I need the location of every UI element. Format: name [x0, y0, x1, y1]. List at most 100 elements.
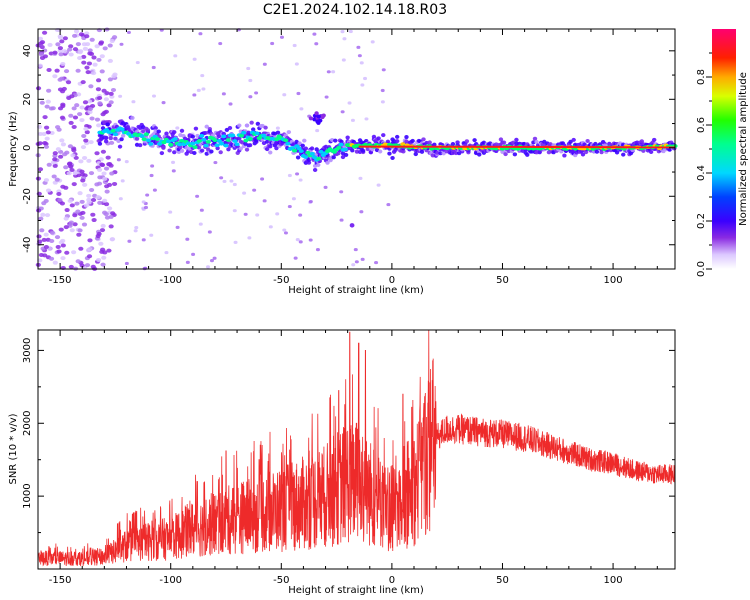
spectrogram-noise-cell — [59, 39, 65, 44]
spectrogram-y-tick-label: -40 — [22, 237, 33, 253]
spectrogram-noise-cell — [312, 32, 317, 36]
spectrogram-noise-cell — [43, 141, 49, 146]
spectrogram-noise-cell — [75, 209, 81, 214]
spectrogram-x-tick-label: -150 — [49, 275, 72, 286]
spectrogram-noise-cell — [90, 198, 97, 203]
spectrogram-noise-cell — [85, 248, 92, 253]
spectrogram-noise-cell — [52, 260, 58, 265]
spectrogram-noise-cell — [191, 252, 196, 256]
spectrogram-noise-cell — [58, 240, 64, 245]
spectrogram-noise-cell — [96, 57, 102, 62]
spectrogram-ridge-core — [296, 146, 302, 151]
spectrogram-noise-cell — [232, 209, 237, 213]
spectrogram-noise-cell — [386, 202, 391, 207]
spectrogram-ridge-cell — [410, 138, 415, 143]
spectrogram-ridge-cell — [268, 144, 273, 149]
spectrogram-noise-cell — [54, 177, 60, 182]
spectrogram-noise-cell — [77, 191, 83, 196]
spectrogram-ridge-core — [232, 139, 238, 143]
spectrogram-noise-cell — [97, 101, 103, 106]
spectrogram-noise-cell — [339, 190, 344, 194]
spectrogram-noise-cell — [58, 154, 64, 159]
spectrogram-ridge-core — [179, 138, 185, 143]
spectrogram-noise-cell — [107, 206, 113, 211]
spectrogram-noise-cell — [100, 149, 107, 154]
spectrogram-noise-cell — [100, 112, 106, 117]
spectrogram-noise-cell — [92, 62, 98, 67]
spectrogram-noise-cell — [314, 42, 319, 46]
spectrogram-noise-cell — [376, 183, 381, 187]
spectrogram-ridge-cell — [599, 150, 604, 155]
spectrogram-noise-cell — [79, 263, 85, 268]
spectrogram-ridge-cell — [156, 129, 161, 134]
snr-y-tick-label: 2000 — [22, 411, 33, 436]
spectrogram-ridge-cell — [100, 126, 106, 131]
spectrogram-noise-cell — [95, 87, 102, 92]
spectrogram-noise-cell — [119, 42, 124, 46]
spectrogram-noise-cell — [108, 91, 114, 96]
spectrogram-noise-cell — [101, 255, 107, 260]
spectrogram-x-tick-label: -50 — [273, 275, 289, 286]
spectrogram-ridge-cell — [247, 143, 253, 148]
spectrogram-ridge-core — [214, 143, 220, 148]
spectrogram-ridge-cell — [514, 137, 519, 142]
spectrogram-noise-cell — [80, 145, 87, 150]
spectrogram-noise-cell — [84, 65, 90, 70]
spectrogram-noise-cell — [70, 153, 76, 158]
spectrogram-ridge-cell — [585, 138, 590, 143]
spectrogram-ridge-core — [298, 149, 304, 153]
spectrogram-noise-cell — [89, 37, 95, 42]
spectrogram-noise-cell — [64, 150, 70, 155]
spectrogram-ridge-cell — [120, 133, 126, 138]
spectrogram-noise-cell — [109, 39, 115, 44]
spectrogram-noise-cell — [43, 125, 50, 130]
spectrogram-noise-cell — [287, 204, 292, 209]
spectrogram-y-tick-label: 20 — [22, 93, 33, 106]
spectrogram-noise-cell — [69, 228, 75, 233]
spectrogram-noise-cell — [107, 162, 113, 167]
spectrogram-noise-cell — [48, 256, 55, 261]
spectrogram-ridge-core — [139, 134, 145, 138]
spectrogram-ridge-cell — [404, 135, 409, 140]
colorbar-label: Normalized spectral amplitude — [738, 72, 749, 226]
spectrogram-noise-cell — [299, 107, 304, 111]
spectrogram-noise-cell — [71, 33, 78, 38]
spectrogram-noise-cell — [71, 182, 77, 187]
spectrogram-ridge-core — [203, 143, 209, 148]
spectrogram-noise-cell — [72, 171, 78, 176]
spectrogram-noise-cell — [118, 94, 123, 98]
spectrogram-ridge-core — [285, 141, 291, 146]
snr-panel: -150 -100 -50 0 50 100 1000 2000 3000 Height of… — [8, 329, 676, 596]
spectrogram-noise-cell — [86, 200, 92, 205]
spectrogram-noise-cell — [127, 239, 132, 243]
spectrogram-ridge-core — [143, 132, 149, 137]
spectrogram-noise-cell — [134, 225, 139, 230]
spectrogram-noise-cell — [44, 104, 50, 109]
spectrogram-panel: -150 -100 -50 0 50 100 -40 -20 0 20 40 Height of … — [8, 27, 678, 296]
spectrogram-noise-cell — [67, 144, 73, 149]
spectrogram-noise-cell — [74, 103, 80, 108]
spectrogram-noise-cell — [111, 181, 118, 186]
spectrogram-noise-cell — [171, 160, 176, 164]
snr-y-ticks: 1000 2000 3000 — [22, 338, 675, 570]
spectrogram-ridge-cell — [193, 126, 199, 131]
spectrogram-noise-cell — [246, 66, 251, 71]
spectrogram-noise-cell — [228, 102, 233, 106]
spectrogram-noise-cell — [171, 169, 176, 173]
spectrogram-noise-cell — [287, 173, 292, 178]
spectrogram-noise-cell — [95, 78, 102, 83]
spectrogram-noise-cell — [81, 222, 88, 227]
spectrogram-noise-cell — [42, 48, 48, 53]
spectrogram-noise-cell — [315, 128, 320, 133]
spectrogram-noise-cell — [45, 188, 52, 193]
spectrogram-peak-line — [358, 145, 676, 149]
spectrogram-noise-cell — [37, 167, 44, 172]
spectrogram-noise-cell — [87, 99, 93, 104]
spectrogram-ridge-cell — [209, 149, 214, 154]
spectrogram-noise-cell — [78, 159, 84, 164]
spectrogram-noise-cell — [68, 220, 74, 225]
spectrogram-noise-cell — [50, 160, 57, 165]
spectrogram-noise-cell — [41, 237, 47, 242]
spectrogram-noise-cell — [185, 260, 190, 264]
spectrogram-noise-cell — [88, 84, 94, 89]
